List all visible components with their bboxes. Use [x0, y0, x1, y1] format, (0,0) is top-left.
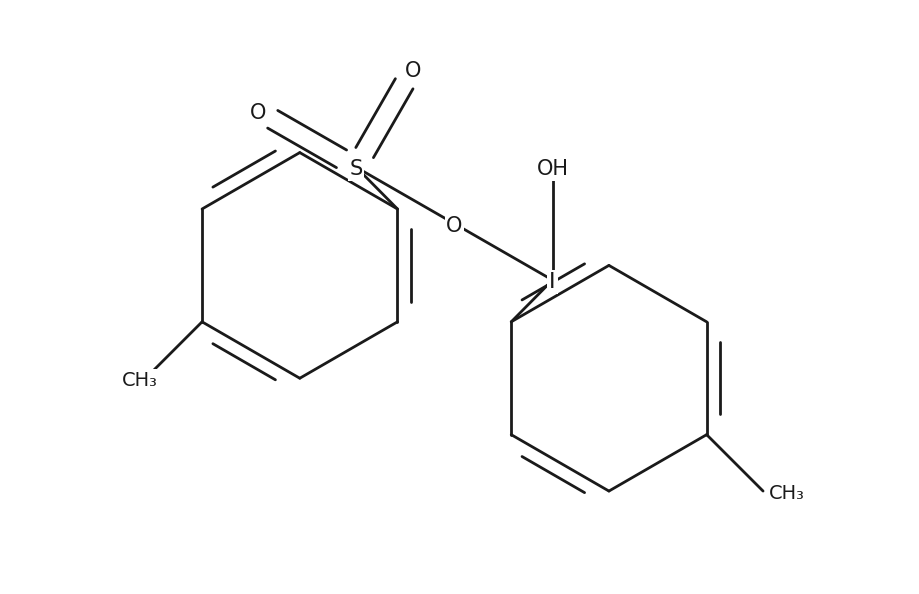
Text: OH: OH: [536, 159, 568, 179]
Text: S: S: [349, 159, 362, 179]
Text: CH₃: CH₃: [122, 371, 158, 390]
Text: O: O: [404, 61, 420, 81]
Text: CH₃: CH₃: [768, 484, 804, 503]
Text: I: I: [549, 272, 555, 292]
Text: O: O: [446, 216, 462, 236]
Text: O: O: [250, 103, 266, 123]
